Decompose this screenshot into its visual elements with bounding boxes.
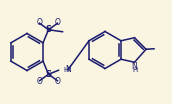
Text: O: O	[55, 77, 61, 86]
Text: O: O	[37, 18, 42, 27]
Text: O: O	[37, 77, 42, 86]
Text: S: S	[46, 25, 52, 34]
Text: N: N	[132, 62, 137, 71]
Text: N: N	[66, 65, 71, 74]
Text: S: S	[46, 70, 52, 79]
Text: O: O	[55, 18, 61, 27]
Text: H: H	[63, 67, 69, 73]
Text: H: H	[132, 67, 137, 73]
